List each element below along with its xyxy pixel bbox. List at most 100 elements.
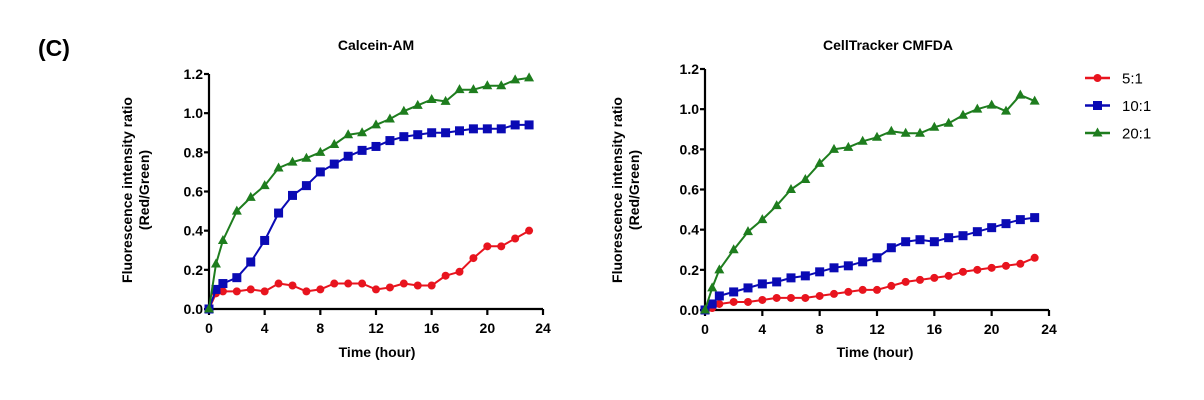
data-point xyxy=(944,271,953,280)
data-point xyxy=(218,287,227,296)
data-point xyxy=(986,99,997,109)
y-tick-label: 0.4 xyxy=(680,222,700,238)
data-point xyxy=(929,237,939,247)
data-point xyxy=(385,136,395,146)
data-point xyxy=(259,180,270,190)
data-point xyxy=(958,231,968,241)
data-point xyxy=(274,279,283,288)
x-tick-label: 8 xyxy=(816,321,824,337)
data-point xyxy=(929,121,940,131)
data-point xyxy=(301,181,311,191)
chart-calcein-am: Calcein-AM Fluorescence intensity ratio … xyxy=(119,37,551,360)
data-point xyxy=(843,261,853,271)
data-point xyxy=(707,299,717,309)
data-point xyxy=(886,125,897,135)
data-point xyxy=(315,146,326,156)
data-point xyxy=(426,93,437,103)
data-point xyxy=(973,265,982,274)
data-point xyxy=(525,226,534,235)
x-axis-label: Time (hour) xyxy=(339,344,416,360)
x-tick-label: 12 xyxy=(368,320,384,336)
data-point xyxy=(743,283,753,293)
y-axis-label-line-1: Fluorescence intensity ratio xyxy=(609,97,625,283)
data-point xyxy=(873,285,881,294)
y-tick-label: 0.2 xyxy=(680,262,700,278)
data-point xyxy=(315,167,325,177)
data-point xyxy=(830,289,838,298)
series-20-to-1 xyxy=(700,89,1040,314)
data-point xyxy=(707,282,718,292)
chart-title: CellTracker CMFDA xyxy=(823,37,953,53)
data-point xyxy=(972,103,983,113)
chart-title: Calcein-AM xyxy=(338,37,414,53)
y-axis-label-line-2: (Red/Green) xyxy=(136,150,152,230)
legend-item: 10:1 xyxy=(1085,98,1151,115)
data-point xyxy=(1001,219,1011,229)
data-point xyxy=(916,275,924,284)
data-point xyxy=(700,304,710,314)
data-point xyxy=(343,129,354,139)
series-10-to-1 xyxy=(700,213,1040,315)
data-point xyxy=(301,152,312,162)
data-point xyxy=(901,277,910,286)
data-point xyxy=(857,135,868,145)
series-line xyxy=(208,76,530,310)
data-point xyxy=(260,235,270,245)
data-point xyxy=(469,254,478,263)
data-point xyxy=(728,244,739,254)
panel-label: (C) xyxy=(38,35,70,61)
data-point xyxy=(959,267,967,276)
data-point xyxy=(204,303,214,313)
data-point xyxy=(231,205,242,215)
data-point xyxy=(800,271,810,281)
series-10-to-1 xyxy=(204,120,534,314)
data-point xyxy=(399,132,409,142)
data-point xyxy=(757,279,767,289)
data-point xyxy=(758,295,767,304)
y-tick-label: 1.2 xyxy=(680,61,700,77)
data-point xyxy=(915,127,925,137)
data-point xyxy=(468,84,479,94)
data-point xyxy=(815,291,824,300)
data-point xyxy=(958,109,968,119)
legend-label: 5:1 xyxy=(1122,71,1143,88)
series-layer xyxy=(700,89,1040,315)
data-point xyxy=(772,293,781,302)
y-tick-label: 1.0 xyxy=(680,101,700,117)
data-point xyxy=(496,80,507,90)
data-point xyxy=(829,143,839,153)
data-point xyxy=(872,253,882,263)
series-line xyxy=(208,229,530,310)
data-point xyxy=(1030,213,1040,223)
data-point xyxy=(372,285,380,294)
data-point xyxy=(343,151,353,161)
data-point xyxy=(915,235,925,245)
data-point xyxy=(232,273,242,283)
series-5-to-1 xyxy=(205,226,534,313)
y-axis-label: Fluorescence intensity ratio (Red/Green) xyxy=(609,97,642,283)
data-point xyxy=(246,285,255,294)
data-point xyxy=(245,191,256,201)
data-point xyxy=(371,119,381,129)
data-point xyxy=(217,234,228,244)
series-line xyxy=(208,123,530,310)
data-point xyxy=(729,287,739,297)
data-point xyxy=(427,281,436,290)
data-point xyxy=(454,84,465,94)
data-point xyxy=(743,226,753,236)
data-point xyxy=(843,141,854,151)
data-point xyxy=(943,117,954,127)
x-tick-label: 0 xyxy=(701,321,709,337)
data-point xyxy=(744,297,752,306)
data-point xyxy=(413,281,422,290)
axes: 0.0 0.2 0.4 0.6 0.8 1.0 1.2 0 4 8 12 16 20 24 xyxy=(680,61,1057,337)
x-tick-label: 20 xyxy=(480,320,496,336)
data-point xyxy=(329,139,340,148)
data-point xyxy=(482,124,492,134)
legend-marker-triangle-icon xyxy=(1092,127,1103,137)
series-line xyxy=(704,216,1035,311)
data-point xyxy=(771,200,782,210)
axes: 0.0 0.2 0.4 0.6 0.8 1.0 1.2 0 4 8 12 16 20 24 xyxy=(184,66,551,336)
data-point xyxy=(829,263,839,273)
data-point xyxy=(232,287,241,296)
